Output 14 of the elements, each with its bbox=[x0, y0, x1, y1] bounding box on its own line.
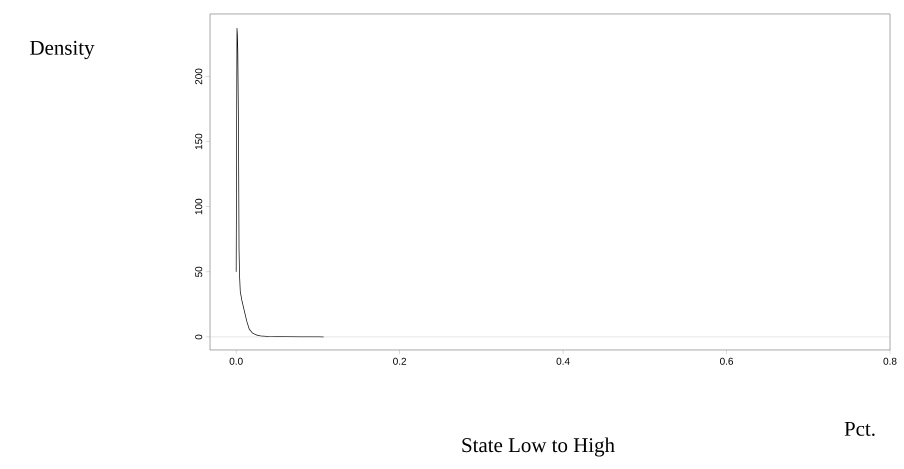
x-axis-title: State Low to High bbox=[462, 437, 615, 456]
text: Pct. bbox=[844, 422, 875, 436]
x-tick-label: 0.6 bbox=[720, 358, 734, 365]
line-series bbox=[236, 28, 324, 338]
y-tick-label: 50 bbox=[195, 266, 202, 277]
y-tick-label: 150 bbox=[195, 134, 202, 150]
x-tick-label: 0.4 bbox=[556, 358, 570, 365]
x-tick-label: 0.0 bbox=[230, 358, 243, 365]
y-axis-title: Density bbox=[30, 40, 94, 60]
y-tick-label: 0 bbox=[195, 334, 202, 340]
x-tick-label: 0.8 bbox=[883, 358, 897, 365]
y-tick-label: 100 bbox=[195, 198, 202, 214]
y-tick-label: 200 bbox=[195, 68, 202, 84]
x-tick-label: 0.2 bbox=[393, 358, 406, 365]
